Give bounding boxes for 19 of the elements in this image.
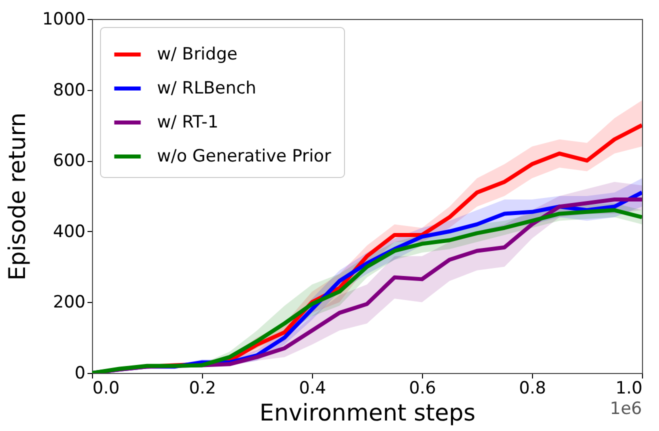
x-tick-label: 0.0 <box>92 378 120 398</box>
y-tick-label: 200 <box>53 292 86 313</box>
legend-label: w/ Bridge <box>157 44 238 64</box>
x-tick-label: 0.8 <box>518 378 546 398</box>
y-tick-label: 600 <box>53 151 86 172</box>
legend-label: w/ RLBench <box>157 78 256 98</box>
x-axis-title: Environment steps <box>260 400 476 426</box>
y-tick-label: 800 <box>53 80 86 100</box>
x-tick-label: 0.6 <box>408 378 436 398</box>
y-tick-label: 0 <box>74 364 86 384</box>
legend-label: w/ RT-1 <box>157 112 218 132</box>
x-tick-label: 0.2 <box>188 378 216 398</box>
legend-label: w/o Generative Prior <box>157 146 332 166</box>
x-tick-label: 1.0 <box>615 378 642 398</box>
y-axis-title: Episode return <box>5 112 32 280</box>
y-tick-label: 1000 <box>42 10 86 30</box>
y-tick-label: 400 <box>53 222 86 242</box>
text: 1e6 <box>610 399 642 419</box>
x-tick-label: 0.4 <box>298 378 326 398</box>
